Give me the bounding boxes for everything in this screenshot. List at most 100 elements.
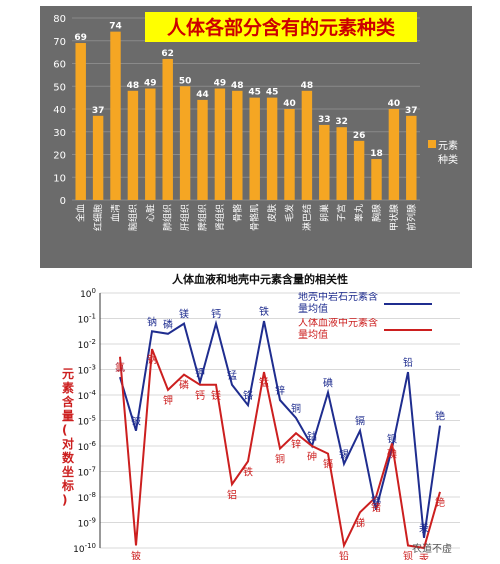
bar — [301, 90, 313, 200]
point-label: 氯 — [115, 361, 125, 374]
bar-value-label: 40 — [283, 99, 296, 109]
point-label: 钾 — [163, 394, 173, 407]
line-y-tick: 10-3 — [78, 364, 96, 377]
point-label: 碘 — [387, 447, 397, 460]
point-label: 锑 — [355, 516, 365, 529]
bar-value-label: 33 — [318, 115, 331, 125]
point-label: 铯 — [435, 410, 445, 423]
bar-value-label: 26 — [353, 131, 366, 141]
bar-value-label: 48 — [231, 81, 244, 91]
bar-category-label: 肝组织 — [179, 204, 191, 231]
bar-value-label: 48 — [127, 81, 140, 91]
point-label: 钙 — [211, 308, 221, 321]
line-y-tick: 10-1 — [78, 313, 96, 326]
bar-category-label: 淋巴结 — [301, 204, 313, 231]
bar-value-label: 40 — [388, 99, 401, 109]
point-label: 钾 — [195, 366, 205, 379]
bar-y-tick: 40 — [53, 105, 66, 116]
bar-value-label: 74 — [109, 22, 122, 32]
bar-legend-label-2: 种类 — [438, 153, 458, 166]
point-label: 铅 — [339, 549, 349, 560]
bar-value-label: 37 — [405, 106, 418, 116]
bar — [388, 109, 400, 200]
bar-category-label: 血清 — [110, 204, 122, 222]
line-y-tick: 10-6 — [78, 440, 97, 453]
bar-category-label: 全血 — [75, 204, 87, 222]
point-label: 锰 — [259, 376, 269, 389]
bar-y-tick: 0 — [60, 196, 66, 207]
bar-value-label: 50 — [179, 76, 192, 86]
legend-blood-label: 人体血液中元素含量均值 — [298, 318, 378, 341]
bar — [353, 140, 365, 200]
bar-category-label: 甲状腺 — [388, 204, 400, 231]
point-label: 砷 — [307, 451, 317, 463]
point-label: 铝 — [227, 489, 237, 501]
point-label: 汞 — [419, 523, 429, 535]
bar-y-tick: 20 — [53, 151, 66, 162]
bar — [406, 115, 417, 200]
bar — [179, 86, 191, 200]
bar-value-label: 45 — [266, 88, 279, 98]
point-label: 钠 — [147, 315, 157, 328]
line-y-tick: 100 — [80, 287, 96, 300]
bar — [214, 88, 226, 200]
point-label: 锰 — [227, 369, 237, 382]
bar-y-tick: 80 — [53, 14, 66, 25]
line-y-tick: 10-8 — [78, 491, 96, 504]
bar-chart: 0 10 20 30 40 50 60 70 80 69 37 74 48 49 62 50 44 49 48 45… — [0, 0, 500, 270]
bar-legend-swatch — [428, 140, 436, 148]
point-label: 磷 — [163, 318, 173, 331]
point-label: 碘 — [323, 376, 333, 389]
point-label: 铜 — [275, 454, 285, 466]
point-label: 镉 — [323, 458, 333, 471]
point-label: 铍 — [131, 416, 141, 428]
bar — [266, 97, 278, 200]
point-label: 钠 — [147, 353, 157, 366]
bar-y-tick: 60 — [53, 60, 66, 71]
bar — [249, 97, 260, 200]
line-y-tick: 10-9 — [78, 517, 96, 530]
point-label: 铁 — [259, 305, 269, 318]
line-y-tick: 10-2 — [78, 338, 96, 351]
line-y-tick: 10-7 — [78, 466, 96, 479]
bar — [92, 115, 104, 200]
bar-y-tick-labels: 0 10 20 30 40 50 60 70 80 — [53, 14, 66, 207]
legend-crust-label: 地壳中岩石元素含量均值 — [298, 292, 378, 315]
bar-category-label: 脑组织 — [127, 204, 139, 231]
point-label: 钡 — [387, 433, 397, 446]
line-y-tick: 10-5 — [78, 415, 96, 428]
line-chart-title: 人体血液和地壳中元素含量的相关性 — [172, 272, 348, 286]
bar-category-label: 皮肤 — [266, 204, 278, 222]
point-label: 镉 — [355, 415, 365, 428]
bar-category-label: 子宫 — [336, 204, 348, 222]
bar — [145, 88, 156, 200]
watermark: 农道不虚 — [412, 542, 452, 555]
bar-category-label: 骨骼 — [231, 204, 243, 222]
bars — [75, 31, 417, 201]
point-label: 锗 — [371, 501, 381, 514]
bar — [197, 99, 208, 200]
point-label: 铁 — [243, 465, 253, 478]
bar — [319, 124, 330, 200]
bar-value-label: 45 — [248, 88, 261, 98]
bar — [336, 127, 347, 200]
bar-category-label: 心脏 — [144, 204, 156, 222]
bar-value-label: 49 — [144, 79, 157, 89]
bar — [75, 43, 86, 201]
bar-value-labels: 69 37 74 48 49 62 50 44 49 48 45 45 40 48 33 32 26 18 40 37 — [74, 22, 417, 159]
bar — [110, 31, 121, 201]
point-label: 氯 — [115, 361, 125, 374]
bar-category-label: 肾组织 — [214, 204, 226, 231]
bar-y-tick: 70 — [53, 37, 66, 48]
line-series — [119, 319, 441, 550]
bar-legend-label-1: 元素 — [438, 139, 458, 152]
line-y-tick: 10-10 — [73, 542, 96, 555]
bar-chart-title: 人体各部分含有的元素种类 — [167, 16, 395, 39]
line-chart: 人体血液和地壳中元素含量的相关性 100 10-1 10-2 10-3 10-4 10-5… — [0, 272, 500, 564]
bar-value-label: 48 — [301, 81, 314, 91]
bar — [371, 159, 382, 200]
bar-value-label: 62 — [161, 49, 174, 59]
point-label: 锡 — [339, 448, 349, 461]
bar-category-label: 骨骼肌 — [249, 204, 261, 231]
bar — [127, 90, 139, 200]
